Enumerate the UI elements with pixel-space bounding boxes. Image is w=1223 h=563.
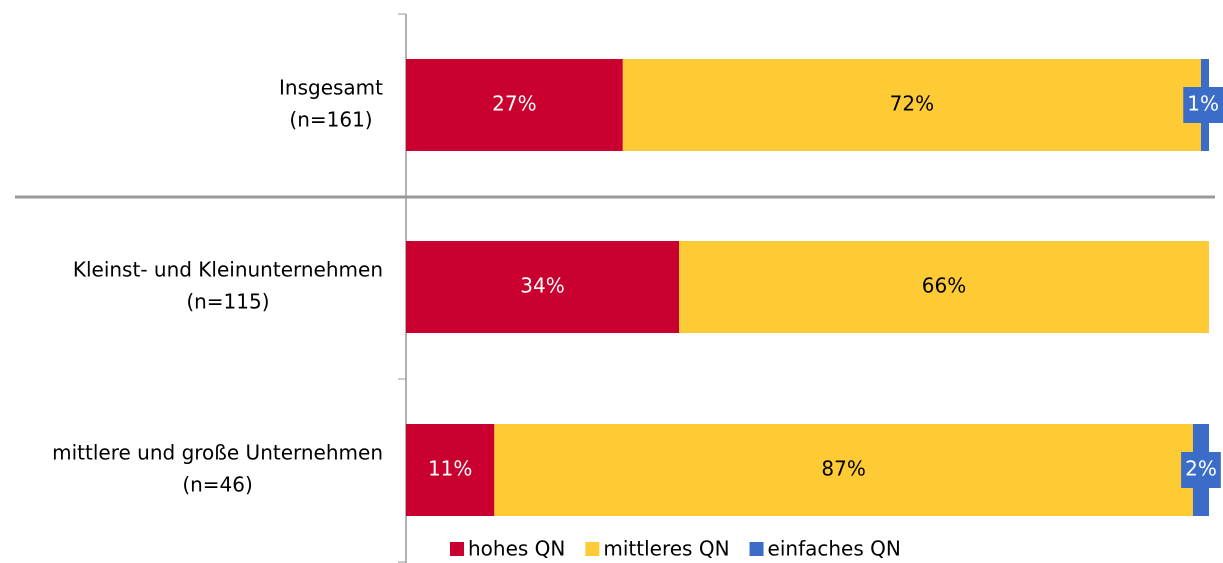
bar-segment xyxy=(679,241,1209,333)
bar-segment xyxy=(494,424,1193,516)
category-label: (n=161) xyxy=(289,108,372,132)
legend-label: einfaches QN xyxy=(768,537,901,561)
label-box xyxy=(1181,452,1221,488)
category-label: Kleinst- und Kleinunternehmen xyxy=(73,258,383,282)
label-box xyxy=(1183,87,1223,123)
legend-label: hohes QN xyxy=(468,537,565,561)
value-label: 27% xyxy=(492,92,536,116)
bar-segment xyxy=(406,241,680,333)
bar-segment xyxy=(406,424,495,516)
category-label: (n=115) xyxy=(186,290,269,314)
bar-segment xyxy=(622,59,1201,151)
category-label: mittlere und große Unternehmen xyxy=(52,441,383,465)
value-label: 2% xyxy=(1185,457,1217,481)
category-label: (n=46) xyxy=(182,473,253,497)
legend-swatch xyxy=(749,542,764,556)
value-label: 34% xyxy=(520,274,564,298)
bar-segment xyxy=(406,59,623,151)
legend-label: mittleres QN xyxy=(603,537,729,561)
value-label: 72% xyxy=(890,92,934,116)
legend-swatch xyxy=(450,542,464,556)
value-label: 1% xyxy=(1187,92,1219,116)
value-label: 11% xyxy=(428,457,472,481)
category-label: Insgesamt xyxy=(279,76,383,100)
value-label: 66% xyxy=(922,274,966,298)
value-label: 87% xyxy=(821,457,865,481)
legend-swatch xyxy=(585,542,600,556)
